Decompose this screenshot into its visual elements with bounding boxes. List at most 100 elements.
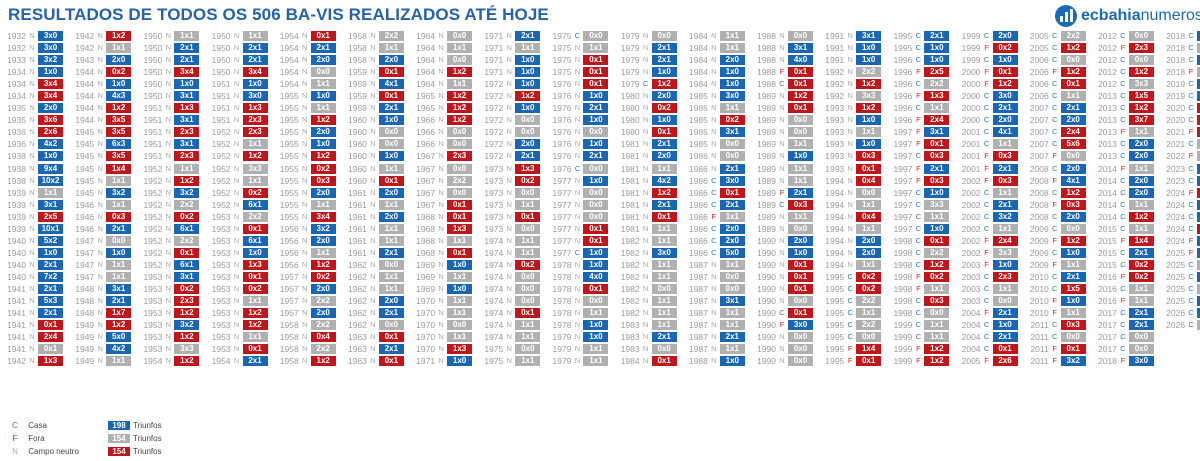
match-score: 1x1 [583, 43, 609, 54]
match-entry: 1981 N 2x0 [614, 150, 682, 162]
match-entry: 2002 C 3x2 [955, 211, 1023, 223]
match-score: 2x2 [856, 67, 882, 78]
match-year: 1965 [416, 103, 436, 114]
match-year: 1995 [893, 31, 913, 41]
match-venue: C [779, 199, 785, 209]
match-year: 2025 [1166, 271, 1186, 282]
match-entry: 1972 N 1x2 [477, 90, 545, 102]
legend-venue-item: F Fora [10, 433, 45, 444]
match-year: 1961 [347, 223, 367, 234]
match-entry: 1967 N 2x3 [409, 150, 477, 162]
match-entry: 1988 N 4x0 [750, 54, 818, 66]
match-score: 1x1 [719, 103, 745, 114]
match-year: 1989 [757, 127, 776, 138]
match-score: 0x1 [856, 163, 882, 174]
match-venue: C [1052, 139, 1058, 149]
match-score: 3x2 [992, 211, 1018, 222]
match-score: 4x2 [38, 139, 63, 150]
match-venue: C [847, 283, 853, 293]
match-year: 1956 [279, 247, 299, 258]
match-entry: 1988 F 0x1 [750, 66, 818, 78]
match-year: 1950 [143, 67, 163, 78]
match-year: 2015 [1097, 235, 1117, 246]
match-year: 1974 [484, 308, 504, 319]
match-entry: 1951 N 3x1 [136, 138, 204, 150]
match-score: 0x1 [992, 344, 1018, 355]
match-score: 1x1 [1197, 151, 1200, 162]
match-year: 2001 [961, 163, 981, 174]
match-year: 1936 [7, 139, 26, 150]
match-score: 0x1 [174, 247, 200, 258]
match-year: 2024 [1166, 223, 1186, 234]
match-score: 3x4 [174, 67, 200, 78]
match-score: 1x1 [106, 356, 132, 367]
match-year: 1971 [484, 31, 504, 41]
match-entry: 2013 C 2x0 [1091, 150, 1159, 162]
match-entry: 2002 F 2x4 [955, 235, 1023, 247]
match-entry: 1936 N 4x2 [0, 138, 68, 150]
match-entry: 1975 N 0x1 [545, 54, 613, 66]
match-entry: 1979 N 2x1 [614, 54, 682, 66]
match-entry: 1938 N 9x4 [0, 163, 68, 175]
match-year: 1949 [75, 356, 95, 367]
match-venue: N [233, 151, 240, 161]
match-entry: 1945 N 1x1 [68, 175, 136, 187]
match-venue: N [370, 163, 376, 173]
match-score: 0x2 [515, 259, 541, 270]
match-venue: C [1052, 127, 1058, 137]
match-year: 2009 [1029, 223, 1049, 234]
match-score: 1x0 [242, 247, 268, 258]
match-venue: F [916, 175, 921, 185]
match-entry: 2018C1x1 [1159, 42, 1200, 54]
match-venue: C [915, 296, 922, 306]
match-venue: N [97, 235, 103, 245]
match-year: 1990 [757, 271, 776, 282]
match-venue: N [438, 199, 444, 209]
match-year: 2008 [1029, 211, 1049, 222]
match-entry: 1968 N 1x1 [409, 235, 477, 247]
match-entry: 1983 N 2x1 [614, 331, 682, 343]
match-venue: N [847, 79, 853, 89]
match-venue: N [506, 127, 512, 137]
match-venue: N [642, 223, 649, 233]
match-score: 2x2 [856, 296, 882, 307]
match-score: 0x3 [992, 175, 1018, 186]
match-venue: N [506, 259, 512, 269]
match-score: 2x4 [1060, 127, 1086, 138]
match-year: 1952 [211, 199, 231, 210]
match-year: 1953 [143, 271, 163, 282]
match-entry: 1956 N 3x2 [273, 223, 341, 235]
match-venue: N [233, 55, 240, 65]
match-year: 1990 [757, 308, 776, 319]
match-venue: F [1120, 127, 1126, 137]
match-year: 1979 [620, 43, 640, 54]
match-venue: N [438, 247, 444, 257]
match-venue: C [1188, 163, 1194, 173]
match-venue: N [97, 43, 103, 53]
match-year: 1964 [416, 55, 436, 66]
match-venue: N [302, 115, 308, 125]
match-entry: 2024F2x3 [1159, 187, 1200, 199]
match-score: 0x4 [310, 332, 336, 343]
match-year: 1988 [757, 67, 776, 78]
match-score: 2x1 [719, 163, 745, 174]
match-year: 2002 [961, 187, 981, 198]
match-year: 1998 [893, 296, 913, 307]
match-year: 1982 [620, 247, 640, 258]
match-entry: 2008 C 1x2 [1023, 187, 1091, 199]
match-entry: 1981 N 1x1 [614, 163, 682, 175]
match-year: 2017 [1097, 332, 1117, 343]
match-year: 2009 [1029, 235, 1049, 246]
match-entry: 1964 N 0x0 [409, 54, 477, 66]
match-score: 2x1 [38, 308, 63, 319]
match-venue: C [711, 223, 717, 233]
match-score: 1x2 [310, 115, 336, 126]
match-entry: 2007 F 0x0 [1023, 150, 1091, 162]
match-year: 2004 [961, 320, 981, 331]
match-entry: 1961 N 2x0 [341, 187, 409, 199]
match-score: 1x1 [515, 332, 541, 343]
match-entry: 2000 F 0x1 [955, 66, 1023, 78]
match-venue: N [233, 320, 240, 330]
match-entry: 2011 C 0x0 [1023, 331, 1091, 343]
match-venue: F [916, 139, 921, 149]
